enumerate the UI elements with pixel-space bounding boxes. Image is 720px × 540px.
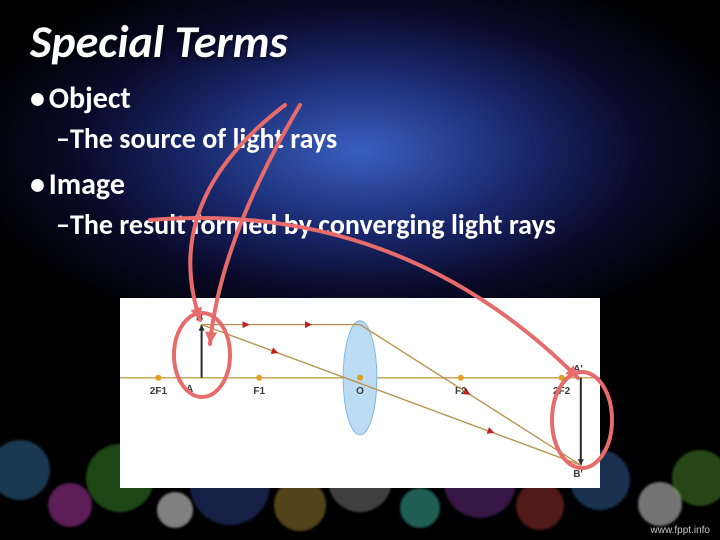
bullet-object-label: Object (49, 80, 131, 117)
bullet-object: • Object (30, 80, 690, 117)
svg-text:A: A (186, 384, 193, 395)
svg-text:B': B' (573, 469, 583, 480)
bullet-image-sub-text: The result formed by converging light ra… (70, 207, 556, 242)
bullet-image-label: Image (49, 166, 125, 203)
bullet-image-sub: –The result formed by converging light r… (56, 207, 690, 242)
slide-title: Special Terms (30, 14, 690, 70)
svg-text:O: O (356, 386, 364, 397)
footer-link: www.fppt.info (651, 525, 710, 536)
svg-text:B: B (196, 313, 203, 324)
bullet-image: • Image (30, 166, 690, 203)
svg-text:F1: F1 (253, 386, 265, 397)
bullet-object-sub-text: The source of light rays (70, 121, 337, 156)
svg-text:2F1: 2F1 (150, 386, 168, 397)
bullet-object-sub: –The source of light rays (56, 121, 690, 156)
lens-diagram: 2F1F1OF22F2BAA'B' (120, 298, 600, 488)
svg-text:A': A' (573, 364, 583, 375)
svg-text:2F2: 2F2 (553, 386, 571, 397)
